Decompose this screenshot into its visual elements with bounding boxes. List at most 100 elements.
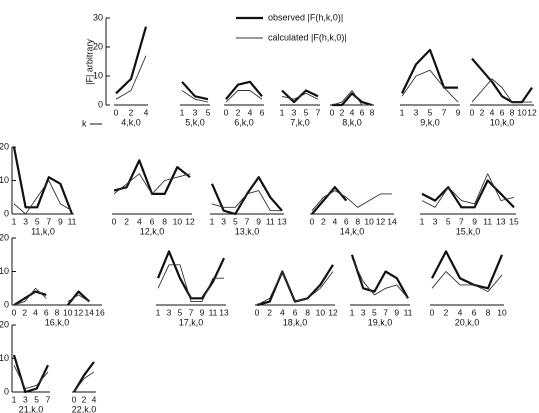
x-tick-label: 5 [178, 307, 183, 317]
x-tick-label: 2 [480, 107, 485, 117]
x-tick-label: 2 [321, 216, 326, 226]
x-tick-label: 2 [267, 307, 272, 317]
x-tick-label: 5 [428, 107, 433, 117]
x-tick-label: 8 [510, 107, 515, 117]
x-tick-label: 1 [400, 107, 405, 117]
x-tick-label: 10 [497, 307, 507, 317]
x-tick-label: 6 [260, 107, 265, 117]
x-tick-label: 0 [12, 307, 17, 317]
x-tick-label: 8 [305, 307, 310, 317]
observed-line [471, 57, 533, 104]
observed-line [350, 254, 409, 299]
y-tick-label: 10 [0, 353, 9, 363]
observed-line [156, 250, 225, 300]
panel-label: 21,k,0 [19, 404, 44, 413]
panel-label: 5,k,0 [185, 117, 205, 127]
x-tick-label: 16 [95, 307, 105, 317]
x-tick-label: 14 [387, 216, 397, 226]
x-tick-label: 8 [355, 216, 360, 226]
x-tick-label: 9 [456, 107, 461, 117]
x-tick-label: 0 [224, 107, 229, 117]
x-tick-label: 0 [330, 107, 335, 117]
x-tick-label: 11 [266, 216, 275, 226]
x-tick-label: 13 [496, 216, 506, 226]
y-tick-label: 20 [0, 232, 9, 242]
calculated-line [351, 257, 409, 299]
x-tick-label: 6 [150, 216, 155, 226]
x-tick-label: 4 [33, 307, 38, 317]
x-tick-label: 8 [162, 216, 167, 226]
x-tick-label: 9 [200, 307, 205, 317]
x-tick-label: 0 [255, 307, 260, 317]
x-tick-label: 0 [72, 394, 77, 404]
x-tick-label: 7 [459, 216, 464, 226]
x-tick-label: 14 [85, 307, 95, 317]
x-tick-label: 3 [414, 107, 419, 117]
legend-observed: observed |F(h,k,0)| [268, 12, 343, 22]
x-tick-label: 5 [304, 107, 309, 117]
calculated-line [225, 90, 263, 103]
observed-line [332, 92, 373, 107]
x-axis-label: k [82, 118, 87, 128]
x-tick-label: 4 [458, 307, 463, 317]
x-tick-label: 1 [12, 394, 17, 404]
panel-label: 12,k,0 [140, 226, 165, 236]
x-tick-label: 3 [221, 216, 226, 226]
x-tick-label: 0 [114, 107, 119, 117]
x-tick-label: 7 [245, 216, 250, 226]
y-tick-label: 30 [93, 12, 103, 22]
x-tick-label: 9 [256, 216, 261, 226]
y-tick-label: 20 [0, 141, 9, 151]
observed-line [12, 354, 49, 394]
panel-label: 13,k,0 [235, 226, 260, 236]
x-tick-label: 2 [444, 307, 449, 317]
x-tick-label: 7 [46, 394, 51, 404]
panel-label: 18,k,0 [283, 317, 308, 327]
x-tick-label: 4 [350, 107, 355, 117]
calculated-line [401, 69, 459, 103]
observed-line [181, 81, 209, 101]
calculated-line [331, 90, 372, 106]
calculated-line [115, 55, 147, 100]
x-tick-label: 6 [360, 107, 365, 117]
x-tick-label: 9 [472, 216, 477, 226]
x-tick-label: 1 [350, 307, 355, 317]
x-tick-label: 5 [34, 394, 39, 404]
x-tick-label: 9 [394, 307, 399, 317]
x-tick-label: 2 [236, 107, 241, 117]
calculated-line [311, 190, 392, 211]
x-tick-label: 3 [23, 394, 28, 404]
x-tick-label: 8 [486, 307, 491, 317]
x-tick-label: 4 [137, 216, 142, 226]
x-tick-label: 12 [74, 307, 84, 317]
x-tick-label: 4 [332, 216, 337, 226]
panel-label: 8,k,0 [342, 117, 362, 127]
panel-label: 14,k,0 [340, 226, 365, 236]
panel-label: 16,k,0 [45, 317, 70, 327]
x-tick-label: 3 [193, 107, 198, 117]
calculated-line [157, 264, 224, 303]
observed-line [13, 290, 91, 306]
x-tick-label: 5 [206, 107, 211, 117]
panel-label: 15,k,0 [456, 226, 481, 236]
panel-label: 9,k,0 [420, 117, 440, 127]
panel-label: 6,k,0 [234, 117, 254, 127]
x-tick-label: 13 [277, 216, 287, 226]
x-tick-label: 1 [180, 107, 185, 117]
x-tick-label: 11 [483, 216, 492, 226]
x-tick-label: 1 [210, 216, 215, 226]
calculated-line [13, 365, 49, 390]
x-tick-label: 7 [316, 107, 321, 117]
x-tick-label: 6 [44, 307, 49, 317]
calculated-line [73, 371, 95, 393]
panel-label: 20,k,0 [455, 317, 480, 327]
y-tick-label: 10 [0, 175, 9, 185]
x-tick-label: 3 [292, 107, 297, 117]
x-tick-label: 7 [189, 307, 194, 317]
x-tick-label: 11 [404, 307, 413, 317]
x-tick-label: 1 [420, 216, 425, 226]
x-tick-label: 11 [68, 216, 77, 226]
x-tick-label: 6 [500, 107, 505, 117]
x-tick-label: 5 [233, 216, 238, 226]
